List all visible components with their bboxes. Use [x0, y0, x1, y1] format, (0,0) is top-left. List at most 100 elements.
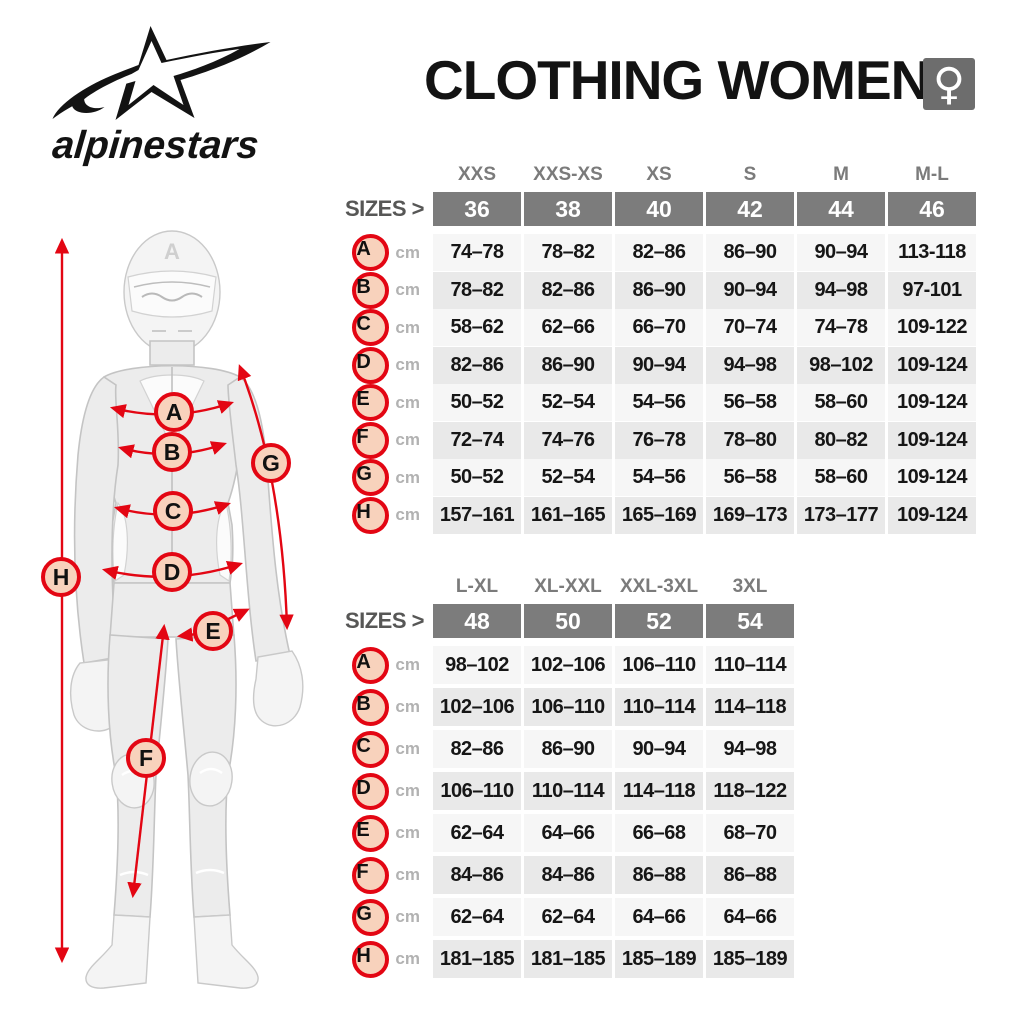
glove-right	[252, 650, 304, 727]
value-cell: 109-124	[888, 421, 976, 459]
star-swoosh	[72, 94, 105, 113]
value-cell: 165–169	[615, 496, 703, 534]
value-cell: 76–78	[615, 421, 703, 459]
boot-right	[193, 914, 259, 989]
value-cell: 64–66	[615, 898, 703, 936]
measure-badge: D	[352, 346, 390, 384]
size-number-cell: 52	[615, 604, 703, 638]
value-cell: 109-124	[888, 459, 976, 496]
size-name: XXS-XS	[533, 164, 603, 185]
figure-badge-D: D	[152, 552, 192, 592]
value-cell: 102–106	[524, 646, 612, 684]
value-cell: 86–88	[706, 856, 794, 894]
value-cell: 94–98	[706, 730, 794, 768]
value-cell: 110–114	[524, 772, 612, 810]
knee-deco-right	[199, 767, 223, 774]
value-cell: 181–185	[524, 940, 612, 978]
star-inner	[77, 41, 240, 105]
measure-badge: D	[352, 772, 390, 810]
value-cell: 94–98	[706, 346, 794, 384]
value-cell: 74–78	[797, 309, 885, 346]
value-cell: 114–118	[706, 688, 794, 726]
value-cell: 86–90	[706, 234, 794, 271]
value-cell: 52–54	[524, 384, 612, 421]
value-cell: 74–78	[433, 234, 521, 271]
value-cell: 90–94	[615, 346, 703, 384]
female-icon: ♀	[923, 58, 975, 110]
svg-text:G: G	[262, 450, 280, 476]
measure-badge: B	[352, 688, 390, 726]
value-cell: 84–86	[524, 856, 612, 894]
unit-label: cm	[395, 697, 420, 716]
value-cell: 78–82	[524, 234, 612, 271]
figure-badge-C: C	[153, 491, 193, 531]
measure-badge: E	[352, 384, 390, 421]
unit-label: cm	[395, 392, 420, 412]
measure-badge: B	[352, 271, 390, 309]
unit-label: cm	[395, 242, 420, 262]
value-cell: 185–189	[706, 940, 794, 978]
size-number-cell: 50	[524, 604, 612, 638]
measure-badge: F	[352, 421, 390, 459]
value-cell: 74–76	[524, 421, 612, 459]
size-name-row: XXS XXS-XS XS S M M-L	[344, 163, 976, 187]
size-name: M-L	[915, 164, 949, 185]
unit-label: cm	[395, 505, 420, 524]
female-symbol: ♀	[932, 58, 966, 110]
value-cell: 58–60	[797, 384, 885, 421]
measure-badge: C	[352, 730, 390, 768]
value-cell: 78–82	[433, 271, 521, 309]
size-name: S	[743, 164, 757, 185]
value-cell: 80–82	[797, 421, 885, 459]
measure-badge: A	[352, 646, 390, 684]
value-cell: 106–110	[524, 688, 612, 726]
row-label-spacer	[344, 163, 430, 187]
unit-label: cm	[395, 280, 420, 299]
figure-badge-G: G	[251, 443, 291, 483]
rider-illustration: A	[69, 230, 304, 989]
value-cell: 62–64	[524, 898, 612, 936]
size-number-cell: 54	[706, 604, 794, 638]
figure-badge-H: H	[41, 557, 81, 597]
measure-badge: E	[352, 814, 390, 852]
size-number-cell: 38	[524, 192, 612, 226]
value-cell: 82–86	[615, 234, 703, 271]
value-cell: 86–88	[615, 856, 703, 894]
value-cell: 98–102	[433, 646, 521, 684]
value-cell: 109-124	[888, 346, 976, 384]
boot-left	[85, 914, 151, 989]
unit-label: cm	[395, 317, 420, 337]
svg-text:H: H	[53, 564, 70, 590]
unit-label: cm	[395, 949, 420, 968]
unit-label: cm	[395, 355, 420, 374]
figure-badge-B: B	[152, 432, 192, 472]
size-name: XXS	[457, 164, 497, 185]
value-cell: 90–94	[615, 730, 703, 768]
size-number-cell: 44	[797, 192, 885, 226]
value-cell: 102–106	[433, 688, 521, 726]
measure-badge: A	[352, 234, 390, 271]
value-cell: 70–74	[706, 309, 794, 346]
alpinestars-star-icon	[52, 26, 271, 120]
measure-badge: C	[352, 309, 390, 346]
value-cell: 54–56	[615, 384, 703, 421]
helmet-mark: A	[164, 239, 180, 264]
value-cell: 94–98	[797, 271, 885, 309]
value-cell: 86–90	[524, 730, 612, 768]
value-cell: 54–56	[615, 459, 703, 496]
